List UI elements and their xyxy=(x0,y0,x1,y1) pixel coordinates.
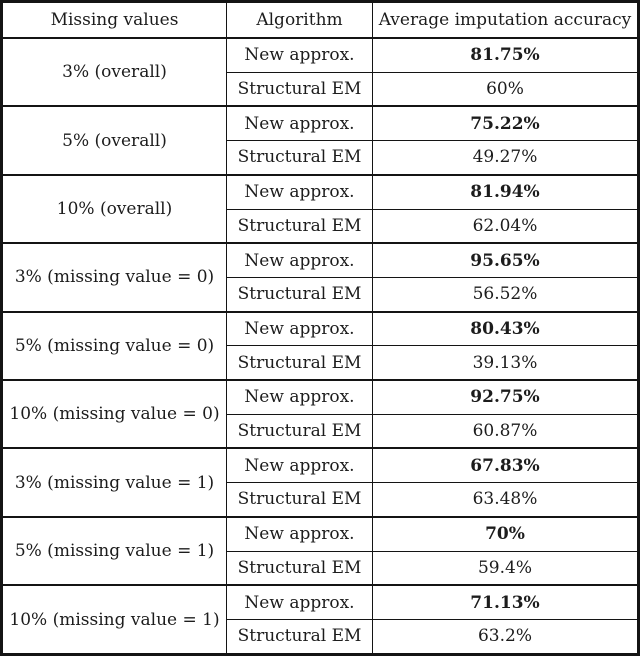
table-row: Structural EM 56.52% xyxy=(2,276,639,313)
algorithm-cell: Structural EM xyxy=(226,550,373,586)
algorithm-cell: Structural EM xyxy=(226,140,373,176)
table-row: Structural EM 59.4% xyxy=(2,550,639,586)
accuracy-cell: 49.27% xyxy=(372,140,639,176)
table-row: 5% (overall) New approx. 75.22% xyxy=(1,105,639,176)
accuracy-cell: 56.52% xyxy=(372,276,639,313)
accuracy-cell: 81.75% xyxy=(372,36,639,73)
accuracy-cell: 95.65% xyxy=(372,242,639,278)
algorithm-cell: Structural EM xyxy=(226,413,373,449)
table-row: 5% (missing value = 0) New approx. 80.43% xyxy=(1,310,639,381)
algorithm-cell: New approx. xyxy=(226,310,373,347)
missing-values-cell: 3% (missing value = 1) xyxy=(1,447,227,518)
accuracy-cell: 62.04% xyxy=(372,208,639,244)
accuracy-cell: 60.87% xyxy=(372,413,639,449)
table-row: Structural EM 49.27% xyxy=(2,140,639,176)
algorithm-cell: Structural EM xyxy=(226,482,373,518)
algorithm-cell: Structural EM xyxy=(226,208,373,244)
algorithm-cell: New approx. xyxy=(226,242,373,278)
table-row: Structural EM 63.2% xyxy=(2,618,639,656)
missing-values-cell: 3% (overall) xyxy=(1,36,227,107)
table-header-row: Missing values Algorithm Average imputat… xyxy=(1,1,639,39)
missing-values-cell: 3% (missing value = 0) xyxy=(1,242,227,313)
algorithm-cell: New approx. xyxy=(226,515,373,552)
missing-values-cell: 10% (missing value = 1) xyxy=(1,584,227,656)
table-row: 10% (missing value = 1) New approx. 71.13% xyxy=(1,584,639,656)
algorithm-cell: New approx. xyxy=(226,447,373,484)
algorithm-cell: New approx. xyxy=(226,105,373,142)
missing-values-cell: 5% (missing value = 0) xyxy=(1,310,227,381)
accuracy-cell: 60% xyxy=(372,71,639,107)
accuracy-cell: 92.75% xyxy=(372,379,639,415)
accuracy-cell: 80.43% xyxy=(372,310,639,347)
missing-values-cell: 5% (overall) xyxy=(1,105,227,176)
algorithm-cell: New approx. xyxy=(226,379,373,415)
accuracy-cell: 67.83% xyxy=(372,447,639,484)
col-header-accuracy: Average imputation accuracy xyxy=(372,1,639,39)
accuracy-cell: 39.13% xyxy=(372,345,639,381)
algorithm-cell: Structural EM xyxy=(226,618,373,656)
table-row: 3% (missing value = 0) New approx. 95.65% xyxy=(1,242,639,313)
accuracy-cell: 63.48% xyxy=(372,482,639,518)
algorithm-cell: Structural EM xyxy=(226,345,373,381)
table-row: 10% (missing value = 0) New approx. 92.75% xyxy=(1,379,639,449)
accuracy-cell: 75.22% xyxy=(372,105,639,142)
accuracy-cell: 71.13% xyxy=(372,584,639,620)
table-row: 3% (missing value = 1) New approx. 67.83% xyxy=(1,447,639,518)
missing-values-cell: 10% (missing value = 0) xyxy=(1,379,227,449)
missing-values-cell: 10% (overall) xyxy=(1,173,227,244)
accuracy-cell: 81.94% xyxy=(372,173,639,210)
algorithm-cell: Structural EM xyxy=(226,276,373,313)
accuracy-cell: 70% xyxy=(372,515,639,552)
table-row: Structural EM 60.87% xyxy=(2,413,639,449)
algorithm-cell: New approx. xyxy=(226,36,373,73)
accuracy-cell: 63.2% xyxy=(372,618,639,656)
table-row: 3% (overall) New approx. 81.75% xyxy=(1,36,639,107)
col-header-algorithm: Algorithm xyxy=(226,1,373,39)
table-row: Structural EM 62.04% xyxy=(2,208,639,244)
table-row: 5% (missing value = 1) New approx. 70% xyxy=(1,515,639,586)
algorithm-cell: New approx. xyxy=(226,173,373,210)
table-row: Structural EM 39.13% xyxy=(2,345,639,381)
accuracy-cell: 59.4% xyxy=(372,550,639,586)
table-row: Structural EM 60% xyxy=(2,71,639,107)
table-body: 3% (overall) New approx. 81.75% Structural … xyxy=(1,36,639,656)
missing-values-cell: 5% (missing value = 1) xyxy=(1,515,227,586)
algorithm-cell: New approx. xyxy=(226,584,373,620)
table-row: 10% (overall) New approx. 81.94% xyxy=(1,173,639,244)
col-header-missing-values: Missing values xyxy=(1,1,227,39)
algorithm-cell: Structural EM xyxy=(226,71,373,107)
table-row: Structural EM 63.48% xyxy=(2,482,639,518)
